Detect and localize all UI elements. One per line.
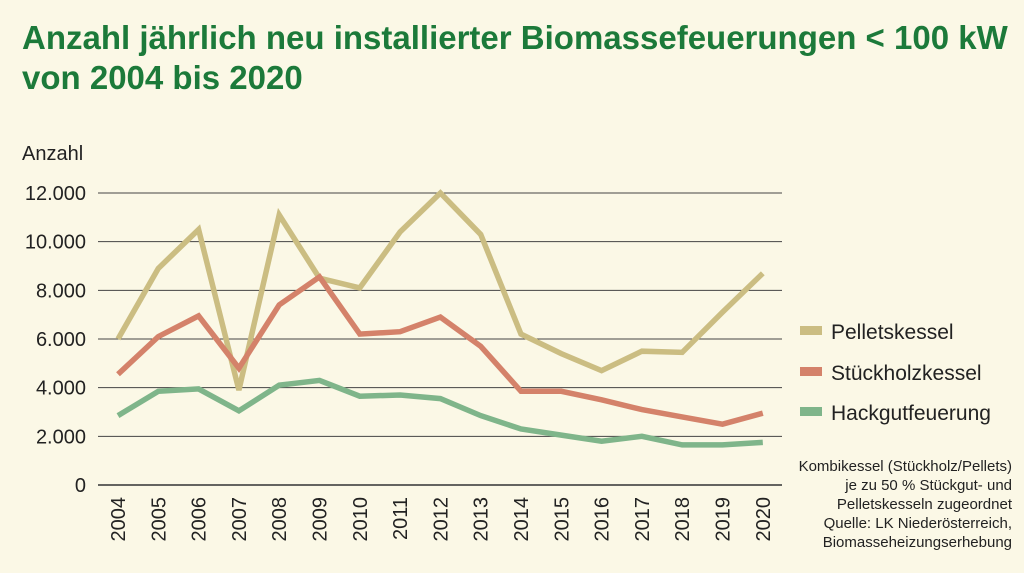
x-tick-label-2012: 2012 [430,497,452,542]
x-tick-label-2007: 2007 [229,497,251,542]
series-line-3 [116,377,763,448]
note-line-3: Pelletskesseln zugeordnet [836,496,1012,513]
y-axis-ticks: 0 2.000 4.000 6.000 8.000 10.000 12.000 [25,183,86,497]
source-note: Kombikessel (Stückholz/Pellets) je zu 50… [712,457,1012,552]
legend-swatch-3 [800,407,822,416]
note-line-1: Kombikessel (Stückholz/Pellets) [798,458,1012,475]
x-tick-label-2014: 2014 [511,497,533,542]
x-tick-label-2017: 2017 [632,497,654,542]
x-tick-label-2004: 2004 [108,497,130,542]
x-tick-label-2019: 2019 [713,497,735,542]
chart-title-line-2: von 2004 bis 2020 [22,59,303,96]
legend-swatch-1 [800,326,822,335]
y-tick-label-4000: 4.000 [36,378,86,400]
legend-label-3: Hackgutfeuerung [831,402,991,425]
x-tick-label-2018: 2018 [672,497,694,542]
y-tick-label-10000: 10.000 [25,232,86,254]
x-tick-label-2006: 2006 [189,497,211,542]
chart-title-line-1: Anzahl jährlich neu installierter Biomas… [22,19,1008,56]
legend-label-2: Stückholzkessel [831,362,982,385]
x-tick-label-2009: 2009 [310,497,332,542]
x-tick-label-2005: 2005 [148,497,170,542]
x-tick-label-2016: 2016 [592,497,614,542]
series-lines [115,189,765,448]
series-line-1 [115,189,765,391]
x-tick-label-2011: 2011 [390,497,412,540]
note-line-5: Biomasseheizungserhebung [822,534,1012,551]
x-tick-label-2010: 2010 [350,497,372,542]
legend-label-1: Pelletskessel [831,321,954,344]
y-tick-label-2000: 2.000 [36,426,86,448]
gridlines [98,192,782,486]
y-tick-label-6000: 6.000 [36,329,86,351]
y-axis-title: Anzahl [22,143,83,165]
y-tick-label-12000: 12.000 [25,183,86,205]
x-tick-label-2015: 2015 [551,497,573,542]
y-tick-label-8000: 8.000 [36,280,86,302]
legend: Pelletskessel Stückholzkessel Hackgutfeuer… [800,321,991,425]
note-line-2: je zu 50 % Stückgut- und [845,477,1012,494]
x-tick-label-2020: 2020 [753,497,775,542]
note-line-4: Quelle: LK Niederösterreich, [823,515,1012,532]
x-tick-label-2013: 2013 [471,497,493,542]
chart-title: Anzahl jährlich neu installierter Biomas… [22,18,1012,98]
x-axis-ticks: 2004 2005 2006 2007 2008 2009 2010 2011 2012 2013… [108,497,775,542]
legend-swatch-2 [800,367,822,376]
x-tick-label-2008: 2008 [269,497,291,542]
y-tick-label-0: 0 [75,475,86,497]
